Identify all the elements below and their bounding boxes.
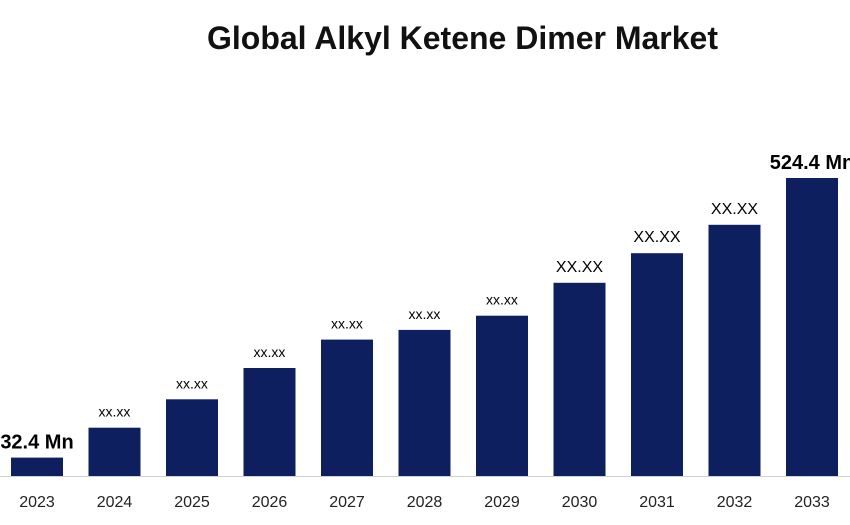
- x-tick-label-2023: 2023: [19, 494, 55, 511]
- bar-2030: [553, 282, 606, 476]
- x-tick-label-2026: 2026: [252, 494, 288, 511]
- bar-2033: [786, 178, 838, 476]
- bar-2031: [631, 253, 683, 476]
- data-label-2028: xx.xx: [409, 306, 441, 322]
- bar-2029: [476, 315, 528, 476]
- x-tick-label-2025: 2025: [174, 494, 210, 511]
- data-label-2027: xx.xx: [331, 316, 363, 332]
- x-tick-label-2031: 2031: [639, 494, 675, 511]
- bar-2027: [321, 339, 373, 476]
- bar-2026: [243, 368, 296, 476]
- data-label-2023: 32.4 Mn: [0, 432, 73, 454]
- bar-2023: [11, 457, 63, 476]
- data-label-2030: XX.XX: [556, 259, 603, 276]
- data-label-2025: xx.xx: [176, 375, 208, 391]
- x-tick-label-2029: 2029: [484, 494, 520, 511]
- data-label-2029: xx.xx: [486, 292, 518, 308]
- data-label-2033: 524.4 Mn: [770, 152, 850, 174]
- data-label-2024: xx.xx: [99, 404, 131, 420]
- bar-2025: [166, 399, 218, 476]
- bar-2028: [398, 329, 451, 476]
- x-tick-label-2028: 2028: [407, 494, 443, 511]
- bar-2032: [708, 224, 761, 476]
- data-label-2026: xx.xx: [254, 344, 286, 360]
- x-tick-label-2027: 2027: [329, 494, 365, 511]
- data-label-2031: XX.XX: [633, 229, 680, 246]
- data-label-2032: XX.XX: [711, 201, 758, 218]
- x-tick-label-2032: 2032: [717, 494, 753, 511]
- chart-title: Global Alkyl Ketene Dimer Market: [207, 20, 718, 56]
- bar-2024: [88, 427, 141, 476]
- x-tick-label-2030: 2030: [562, 494, 598, 511]
- x-tick-label-2033: 2033: [794, 494, 830, 511]
- x-tick-label-2024: 2024: [97, 494, 133, 511]
